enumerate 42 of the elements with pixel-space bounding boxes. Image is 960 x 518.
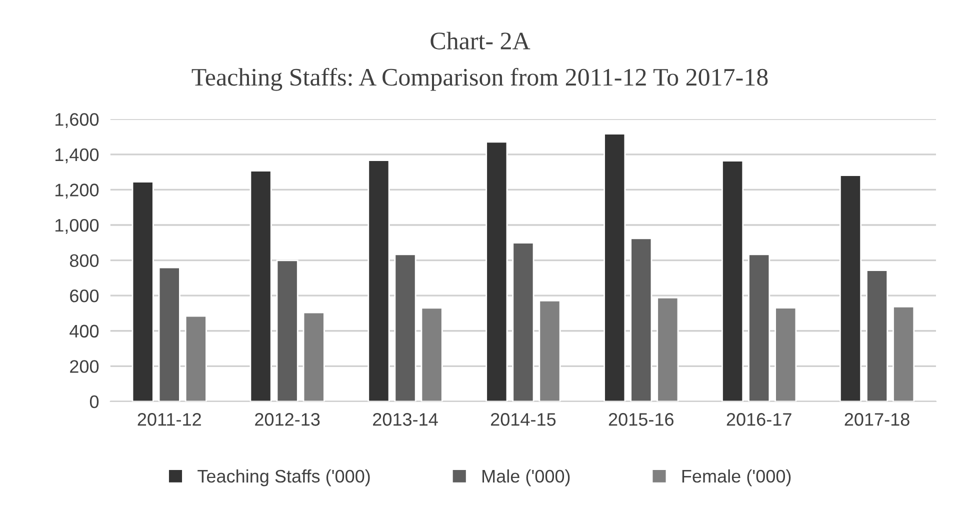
chart-subtitle: Teaching Staffs: A Comparison from 2011-12 To 2017-18 xyxy=(192,68,768,91)
bar xyxy=(630,238,652,402)
bar xyxy=(420,307,443,402)
y-tick-label: 1,200 xyxy=(55,184,99,199)
y-tick-label: 400 xyxy=(70,324,99,338)
x-tick-label: 2011-12 xyxy=(138,413,201,426)
legend-label: Male ('000) xyxy=(482,469,570,486)
y-tick-label: 800 xyxy=(70,254,99,268)
bar xyxy=(656,297,679,402)
bar xyxy=(512,242,534,402)
x-tick-label: 2017-18 xyxy=(844,413,910,426)
bar xyxy=(250,170,272,402)
bar xyxy=(158,266,180,402)
x-tick-label: 2015-16 xyxy=(608,413,674,426)
bar xyxy=(722,160,744,402)
bar xyxy=(276,260,298,402)
bar xyxy=(604,133,626,402)
x-tick-label: 2013-14 xyxy=(373,413,438,426)
bar xyxy=(394,254,416,402)
bar xyxy=(184,315,207,402)
x-tick-label: 2012-13 xyxy=(255,413,320,426)
legend-label: Teaching Staffs ('000) xyxy=(198,469,370,486)
bar xyxy=(486,141,508,402)
y-tick-label: 1,600 xyxy=(55,113,99,128)
y-tick-label: 1,000 xyxy=(55,218,99,234)
x-tick-label: 2014-15 xyxy=(490,413,556,426)
bar xyxy=(866,270,888,402)
bar xyxy=(132,181,154,402)
bar xyxy=(302,312,325,402)
y-tick-label: 600 xyxy=(70,290,99,302)
x-tick-label: 2016-17 xyxy=(726,413,792,426)
bar xyxy=(892,306,915,402)
bar xyxy=(538,300,561,402)
legend-label: Female ('000) xyxy=(682,469,791,486)
y-tick-label: 200 xyxy=(70,360,99,373)
bar xyxy=(839,174,862,402)
bar xyxy=(368,160,390,402)
y-tick-label: 1,400 xyxy=(55,148,99,164)
bar xyxy=(748,254,770,402)
bar xyxy=(774,307,797,402)
y-tick-label: 0 xyxy=(90,395,99,408)
chart-title: Chart- 2A xyxy=(430,32,530,50)
